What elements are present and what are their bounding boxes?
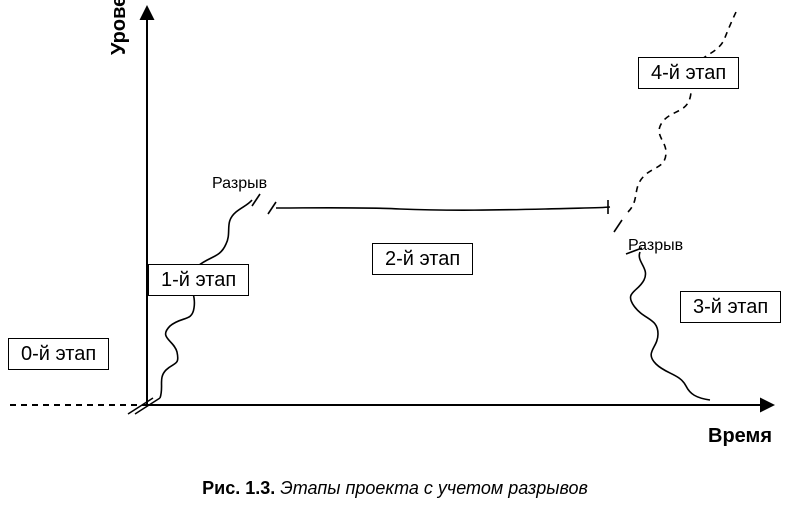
stage4-dashed-curve bbox=[628, 8, 738, 212]
stage3-box: 3-й этап bbox=[680, 291, 781, 323]
gap1-tick-a bbox=[252, 194, 260, 206]
gap2-tick-a bbox=[614, 220, 622, 232]
stage2-curve bbox=[276, 207, 610, 210]
stage2-box: 2-й этап bbox=[372, 243, 473, 275]
stage3-curve bbox=[631, 252, 711, 400]
x-axis-label: Время bbox=[708, 425, 772, 448]
gap2-label: Разрыв bbox=[628, 237, 683, 255]
stage1-curve bbox=[160, 200, 252, 398]
gap1-tick-b bbox=[268, 202, 276, 214]
y-axis-label: Уровень bbox=[108, 0, 131, 55]
figure-caption: Рис. 1.3. Этапы проекта с учетом разрыво… bbox=[0, 478, 790, 499]
caption-text: Этапы проекта с учетом разрывов bbox=[280, 478, 588, 498]
caption-prefix: Рис. 1.3. bbox=[202, 478, 275, 498]
gap1-label: Разрыв bbox=[212, 175, 267, 193]
stage0-box: 0-й этап bbox=[8, 338, 109, 370]
stage1-box: 1-й этап bbox=[148, 264, 249, 296]
stage4-box: 4-й этап bbox=[638, 57, 739, 89]
